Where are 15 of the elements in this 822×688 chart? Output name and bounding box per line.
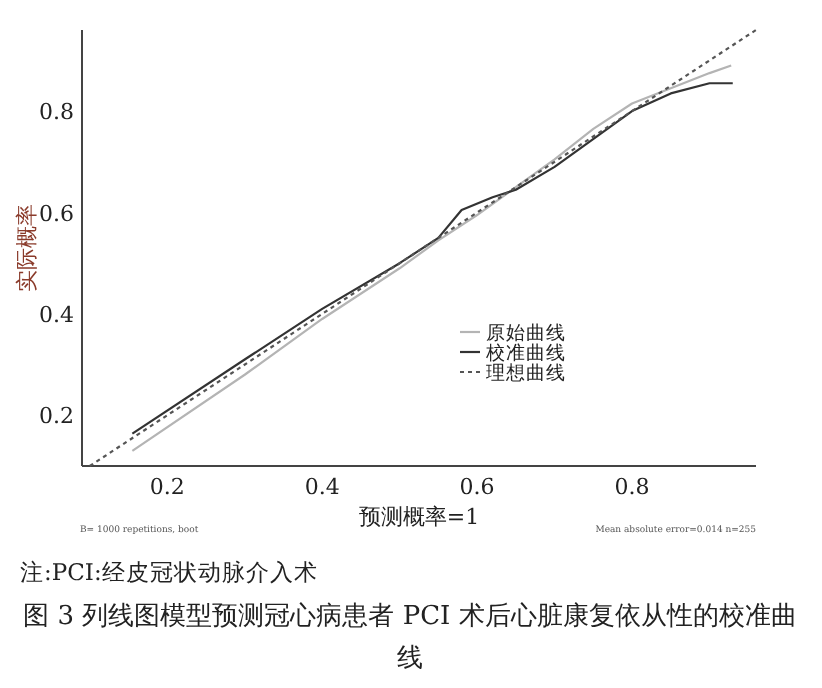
x-tick-label: 0.8: [614, 474, 650, 500]
legend-label: 理想曲线: [486, 361, 566, 385]
x-tick-label: 0.6: [459, 474, 495, 500]
x-tick-label: 0.4: [304, 474, 340, 500]
y-tick-label: 0.4: [39, 301, 74, 328]
text: 注:PCI:经皮冠状动脉介入术: [20, 558, 318, 586]
y-tick-label: 0.6: [39, 200, 74, 227]
x-axis-title: 预测概率=1: [358, 504, 480, 530]
legend-label: 校准曲线: [484, 341, 566, 365]
text: 图 3 列线图模型预测冠心病患者 PCI 术后心脏康复依从性的校准曲线: [23, 600, 797, 674]
y-tick-label: 0.8: [39, 99, 74, 126]
y-tick-label: 0.2: [39, 403, 74, 430]
legend-label: 原始曲线: [486, 321, 566, 345]
y-axis-title: 实际概率: [14, 204, 40, 292]
x-tick-label: 0.2: [149, 474, 185, 500]
